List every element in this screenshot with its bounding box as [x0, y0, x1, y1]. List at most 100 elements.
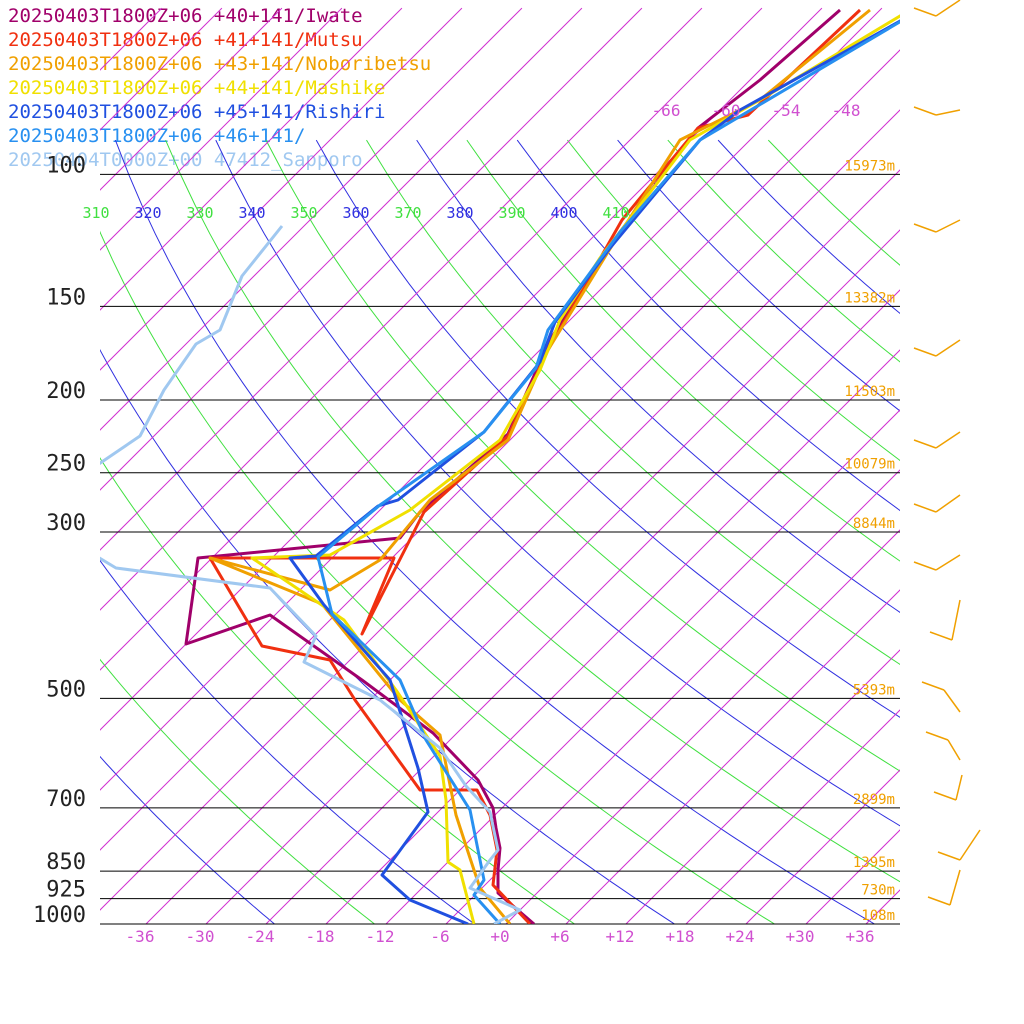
legend-entry-sapporo: 20250404T0000Z+00 47412_Sapporo [8, 149, 363, 171]
pressure-label: 250 [46, 452, 86, 477]
wind-barb [935, 494, 961, 513]
isotherm-line [325, 349, 900, 924]
height-label: 2899m [853, 792, 895, 808]
pressure-label: 300 [46, 511, 86, 536]
theta-line [265, 139, 900, 772]
temperature-tick-label: +24 [726, 927, 755, 946]
wind-barb-flag [913, 223, 937, 233]
isotherm-line [745, 769, 900, 924]
pressure-label: 925 [46, 878, 86, 903]
legend: 20250403T1800Z+06 +40+141/Iwate 20250403… [8, 4, 431, 172]
isotherm-line [986, 8, 1024, 924]
pressure-label: 500 [46, 677, 86, 702]
isotherm-line [100, 7, 643, 551]
theta-label: 340 [238, 204, 265, 222]
wind-barb [955, 774, 963, 801]
pressure-label: 700 [46, 787, 86, 812]
theta-line [100, 348, 675, 924]
wind-barb [935, 554, 961, 571]
theta-line [416, 139, 900, 613]
isotherm-line [100, 7, 703, 611]
temperature-tick-label: -12 [366, 927, 395, 946]
theta-label: 320 [134, 204, 161, 222]
isotherm-line [100, 7, 763, 671]
wind-barb [935, 339, 961, 357]
theta-label: 330 [186, 204, 213, 222]
isotherm-line [100, 7, 343, 251]
isotherm-line [265, 289, 900, 924]
isotherm-line [100, 7, 883, 791]
theta-label: 370 [394, 204, 421, 222]
theta-line [516, 139, 900, 512]
theta-label: 390 [498, 204, 525, 222]
theta-line [366, 139, 900, 665]
series-line-6 [316, 20, 900, 924]
pressure-label: 150 [46, 285, 86, 310]
wind-barb [949, 869, 961, 906]
theta-line [100, 230, 775, 924]
isotherm-line [100, 7, 283, 191]
height-label: 5393m [853, 682, 895, 698]
temperature-tick-label: -24 [246, 927, 275, 946]
wind-barb [935, 0, 961, 17]
isotherm-line [565, 589, 900, 924]
pressure-label: 100 [46, 153, 86, 178]
isotherm-line [100, 109, 900, 911]
isotherm-line [926, 8, 1024, 924]
height-label: 10079m [844, 457, 895, 473]
isotherm-line [205, 229, 900, 924]
wind-barb [943, 689, 961, 713]
height-label: 13382m [844, 290, 895, 306]
temperature-tick-label: -6 [430, 927, 449, 946]
wind-barb [947, 739, 961, 761]
height-label: 15973m [844, 158, 895, 174]
upper-temperature-label: -48 [832, 101, 861, 120]
height-label: 1395m [853, 855, 895, 871]
temperature-tick-label: +36 [846, 927, 875, 946]
series-line-7 [100, 225, 522, 924]
wind-barb [935, 109, 961, 116]
theta-line [100, 755, 275, 924]
height-label: 11503m [844, 384, 895, 400]
series-line-4 [250, 14, 900, 924]
isotherm-line [100, 49, 900, 851]
temperature-tick-label: +12 [606, 927, 635, 946]
upper-temperature-label: -66 [652, 101, 681, 120]
legend-entry-noboribetsu: 20250403T1800Z+06 +43+141/Noboribetsu [8, 53, 432, 75]
legend-entry-46-141: 20250403T1800Z+06 +46+141/ [8, 125, 306, 147]
legend-entry-rishiri: 20250403T1800Z+06 +45+141/Rishiri [8, 101, 386, 123]
wind-barb-flag [921, 681, 945, 691]
wind-barb [935, 431, 961, 449]
isotherm-line [505, 529, 900, 924]
wind-barb-flag [929, 631, 953, 641]
temperature-tick-label: -18 [306, 927, 335, 946]
upper-temperature-label: -54 [772, 101, 801, 120]
legend-entry-iwate: 20250403T1800Z+06 +40+141/Iwate [8, 5, 363, 27]
isotherm-line [625, 649, 900, 924]
theta-line [100, 559, 475, 924]
wind-barb [951, 599, 961, 641]
series-line-3 [208, 8, 871, 924]
height-label: 730m [861, 883, 895, 899]
wind-barb-flag [937, 851, 961, 861]
pressure-label: 850 [46, 850, 86, 875]
wind-barb-flag [925, 731, 949, 741]
theta-line [466, 139, 900, 562]
theta-label: 310 [82, 204, 109, 222]
upper-temperature-label: -60 [712, 101, 741, 120]
temperature-tick-label: +30 [786, 927, 815, 946]
isotherm-line [100, 7, 223, 131]
theta-label: 360 [342, 204, 369, 222]
theta-line [215, 139, 900, 827]
isotherm-line [100, 7, 463, 371]
isotherm-line [100, 7, 583, 491]
pressure-label: 1000 [33, 903, 86, 928]
temperature-tick-label: -30 [186, 927, 215, 946]
height-label: 108m [861, 908, 895, 924]
series-line-1 [184, 8, 841, 924]
wind-barb-flag [913, 106, 937, 116]
isotherm-line [0, 8, 42, 924]
legend-entry-mutsu: 20250403T1800Z+06 +41+141/Mutsu [8, 29, 363, 51]
theta-line [114, 139, 875, 924]
temperature-tick-label: +18 [666, 927, 695, 946]
